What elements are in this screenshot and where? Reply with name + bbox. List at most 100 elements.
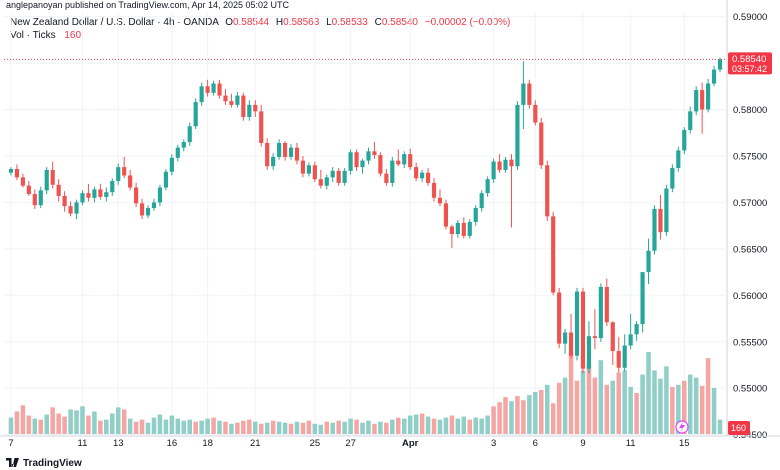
volume-bar (199, 420, 204, 434)
candle-body (676, 150, 681, 169)
volume-bar (110, 413, 115, 434)
volume-bar (711, 387, 717, 434)
volume-bar (80, 406, 85, 434)
candle-body (592, 336, 597, 339)
volume-bar (401, 418, 407, 434)
x-tick-label: 16 (167, 438, 178, 449)
candle-body (169, 157, 174, 172)
candle-body (74, 202, 79, 214)
volume-bar (270, 420, 276, 434)
candle-body (515, 104, 520, 167)
candle-body (700, 90, 705, 110)
candle-body (92, 189, 97, 198)
volume-bar (86, 415, 91, 434)
candle-body (711, 69, 717, 84)
volume-bar (664, 366, 669, 434)
volume-label[interactable]: Vol · Ticks (10, 30, 56, 41)
candle-body (574, 291, 580, 356)
volume-bar (443, 417, 449, 434)
candle-body (277, 142, 282, 157)
volume-bar (139, 419, 145, 434)
x-tick-label: 11 (626, 438, 636, 449)
candle-body (622, 345, 627, 368)
candle-body (14, 168, 20, 178)
open-label: O (225, 17, 233, 28)
volume-bar (354, 419, 359, 434)
volume-bar (241, 420, 246, 434)
volume-bar (550, 403, 556, 434)
candle-body (473, 207, 478, 222)
candle-body (20, 177, 25, 186)
y-tick-label: 0.55000 (733, 384, 767, 395)
candle-body (247, 104, 252, 117)
candle-body (80, 193, 85, 203)
candle-body (503, 159, 508, 170)
volume-bar (682, 380, 687, 434)
volume-bar (127, 418, 133, 434)
volume-bar (300, 422, 306, 434)
volume-bar (306, 420, 312, 434)
candle-body (598, 286, 603, 339)
candle-body (658, 208, 663, 233)
volume-bar (62, 416, 67, 434)
volume-bar (413, 414, 419, 434)
candle-body (211, 83, 216, 93)
candle-body (193, 102, 198, 127)
volume-bar (449, 415, 455, 434)
volume-bar (467, 419, 473, 434)
x-tick-label: 9 (580, 438, 585, 449)
volume-bar (390, 419, 395, 434)
candle-body (265, 142, 270, 167)
volume-bar (133, 421, 139, 434)
volume-bar (604, 384, 610, 434)
volume-bar (324, 421, 330, 434)
candle-body (116, 167, 121, 182)
candle-body (545, 165, 550, 217)
high-value: 0.58563 (283, 17, 320, 28)
footer-brand[interactable]: TradingView (6, 458, 82, 469)
symbol-title[interactable]: New Zealand Dollar / U.S. Dollar · 4h · … (10, 17, 219, 28)
volume-bar (539, 389, 544, 434)
candle-body (330, 170, 335, 178)
candle-body (312, 165, 317, 180)
candle-body (163, 171, 168, 188)
volume-bar (264, 422, 270, 434)
volume-bar (396, 417, 401, 434)
candle-body (431, 182, 437, 198)
candle-body (122, 167, 127, 176)
volume-bar (38, 419, 44, 434)
candle-body (50, 169, 55, 185)
volume-bar (437, 419, 443, 434)
candle-body (425, 172, 431, 183)
volume-bar (366, 420, 371, 434)
candle-body (217, 83, 222, 96)
y-tick-label: 0.57500 (733, 151, 767, 162)
volume-bar (497, 402, 502, 434)
candle-body (68, 206, 73, 214)
candle-body (497, 161, 502, 170)
candle-body (640, 272, 645, 325)
tradingview-logo-icon (6, 458, 19, 467)
candle-body (56, 184, 61, 196)
candle-body (682, 129, 687, 151)
candle-body (145, 207, 151, 216)
volume-bar (407, 415, 413, 434)
candle-body (342, 170, 347, 183)
volume-bar (425, 416, 431, 434)
volume-bar (509, 401, 514, 434)
candle-body (372, 151, 377, 156)
high-label: H (275, 17, 284, 28)
volume-bar (568, 352, 574, 434)
volume-bar (169, 415, 175, 434)
volume-bar (163, 419, 169, 434)
volume-bar (217, 420, 222, 434)
candle-body (44, 169, 49, 191)
volume-bar (580, 370, 586, 434)
x-tick-label: 18 (202, 438, 213, 449)
candle-body (396, 160, 401, 165)
y-tick-label: 0.55500 (733, 337, 767, 348)
volume-bar (574, 380, 580, 434)
volume-bar (32, 418, 38, 434)
candle-body (205, 86, 210, 93)
